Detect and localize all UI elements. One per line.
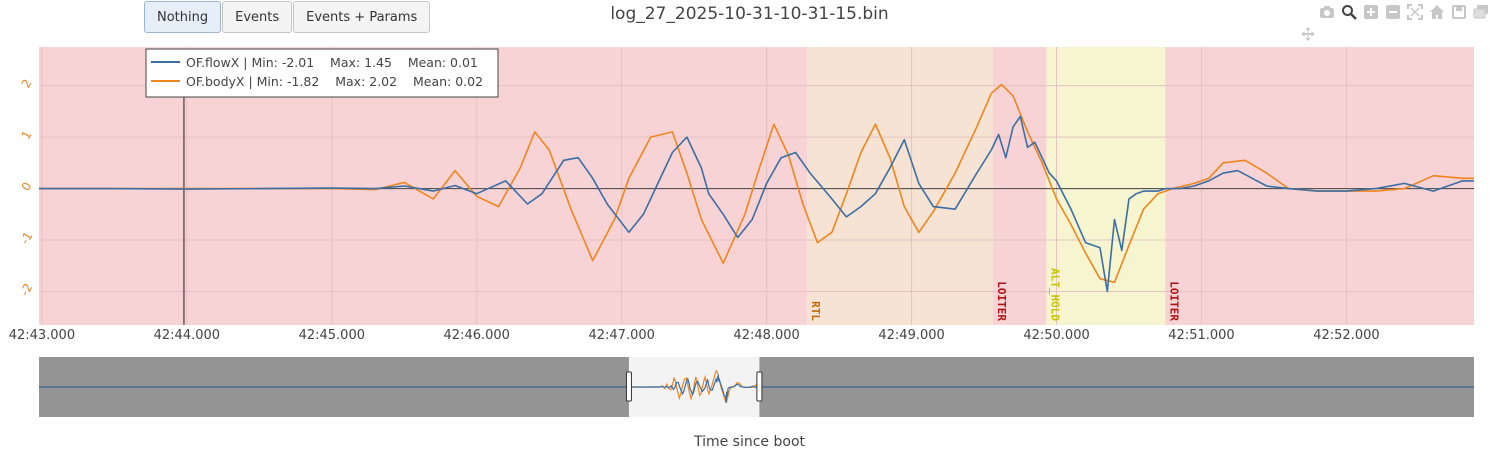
camera-icon[interactable]	[1317, 2, 1337, 22]
y-tick-label: 0	[19, 180, 35, 194]
x-tick-label: 42:51.000	[1168, 328, 1234, 343]
events-params-button[interactable]: Events + Params	[293, 1, 431, 33]
x-tick-label: 42:45.000	[299, 328, 365, 343]
zoom-in-icon[interactable]	[1361, 2, 1381, 22]
x-axis-title: Time since boot	[693, 434, 806, 450]
y-tick-label: 2	[19, 77, 35, 91]
mode-band	[1165, 47, 1474, 325]
zoom-icon[interactable]	[1339, 2, 1359, 22]
display-mode-buttons: Nothing Events Events + Params	[144, 1, 431, 33]
x-tick-label: 42:52.000	[1313, 328, 1379, 343]
rangeslider-handle[interactable]	[625, 371, 632, 402]
x-tick-label: 42:46.000	[444, 328, 510, 343]
save-icon[interactable]	[1449, 2, 1469, 22]
series-line-of-bodyx	[39, 83, 1474, 284]
x-tick-label: 42:48.000	[733, 328, 799, 343]
rangeslider-handle[interactable]	[756, 371, 763, 402]
compare-icon[interactable]	[1471, 2, 1491, 22]
mode-label: ALT_HOLD	[1048, 268, 1061, 321]
mode-label: RTL	[809, 301, 822, 321]
mode-band	[992, 47, 1047, 325]
x-tick-label: 42:47.000	[588, 328, 654, 343]
chart-title: log_27_2025-10-31-10-31-15.bin	[610, 4, 889, 24]
mode-label: LOITER	[1167, 281, 1180, 321]
x-tick-label: 42:50.000	[1023, 328, 1089, 343]
y-tick-label: 1	[19, 128, 35, 142]
pan-icon[interactable]	[1298, 24, 1318, 44]
zoom-out-icon[interactable]	[1383, 2, 1403, 22]
series-line-of-flowx	[39, 115, 1474, 293]
home-icon[interactable]	[1427, 2, 1447, 22]
legend-entry: OF.bodyX | Min: -1.82 Max: 2.02 Mean: 0.…	[186, 74, 483, 89]
mode-band	[807, 47, 993, 325]
legend-entry: OF.flowX | Min: -2.01 Max: 1.45 Mean: 0.…	[186, 55, 478, 70]
legend: OF.flowX | Min: -2.01 Max: 1.45 Mean: 0.…	[145, 48, 499, 98]
rangeslider-series	[628, 373, 760, 404]
x-tick-label: 42:49.000	[878, 328, 944, 343]
x-tick-label: 42:44.000	[154, 328, 220, 343]
legend-box	[145, 48, 499, 98]
y-tick-label: -1	[17, 229, 35, 246]
mode-label: LOITER	[995, 281, 1008, 321]
autoscale-icon[interactable]	[1405, 2, 1425, 22]
nothing-button[interactable]: Nothing	[144, 1, 222, 33]
plot-modebar	[1317, 2, 1491, 22]
y-tick-label: -2	[17, 281, 35, 298]
x-tick-label: 42:43.000	[9, 328, 75, 343]
events-button[interactable]: Events	[222, 1, 293, 33]
